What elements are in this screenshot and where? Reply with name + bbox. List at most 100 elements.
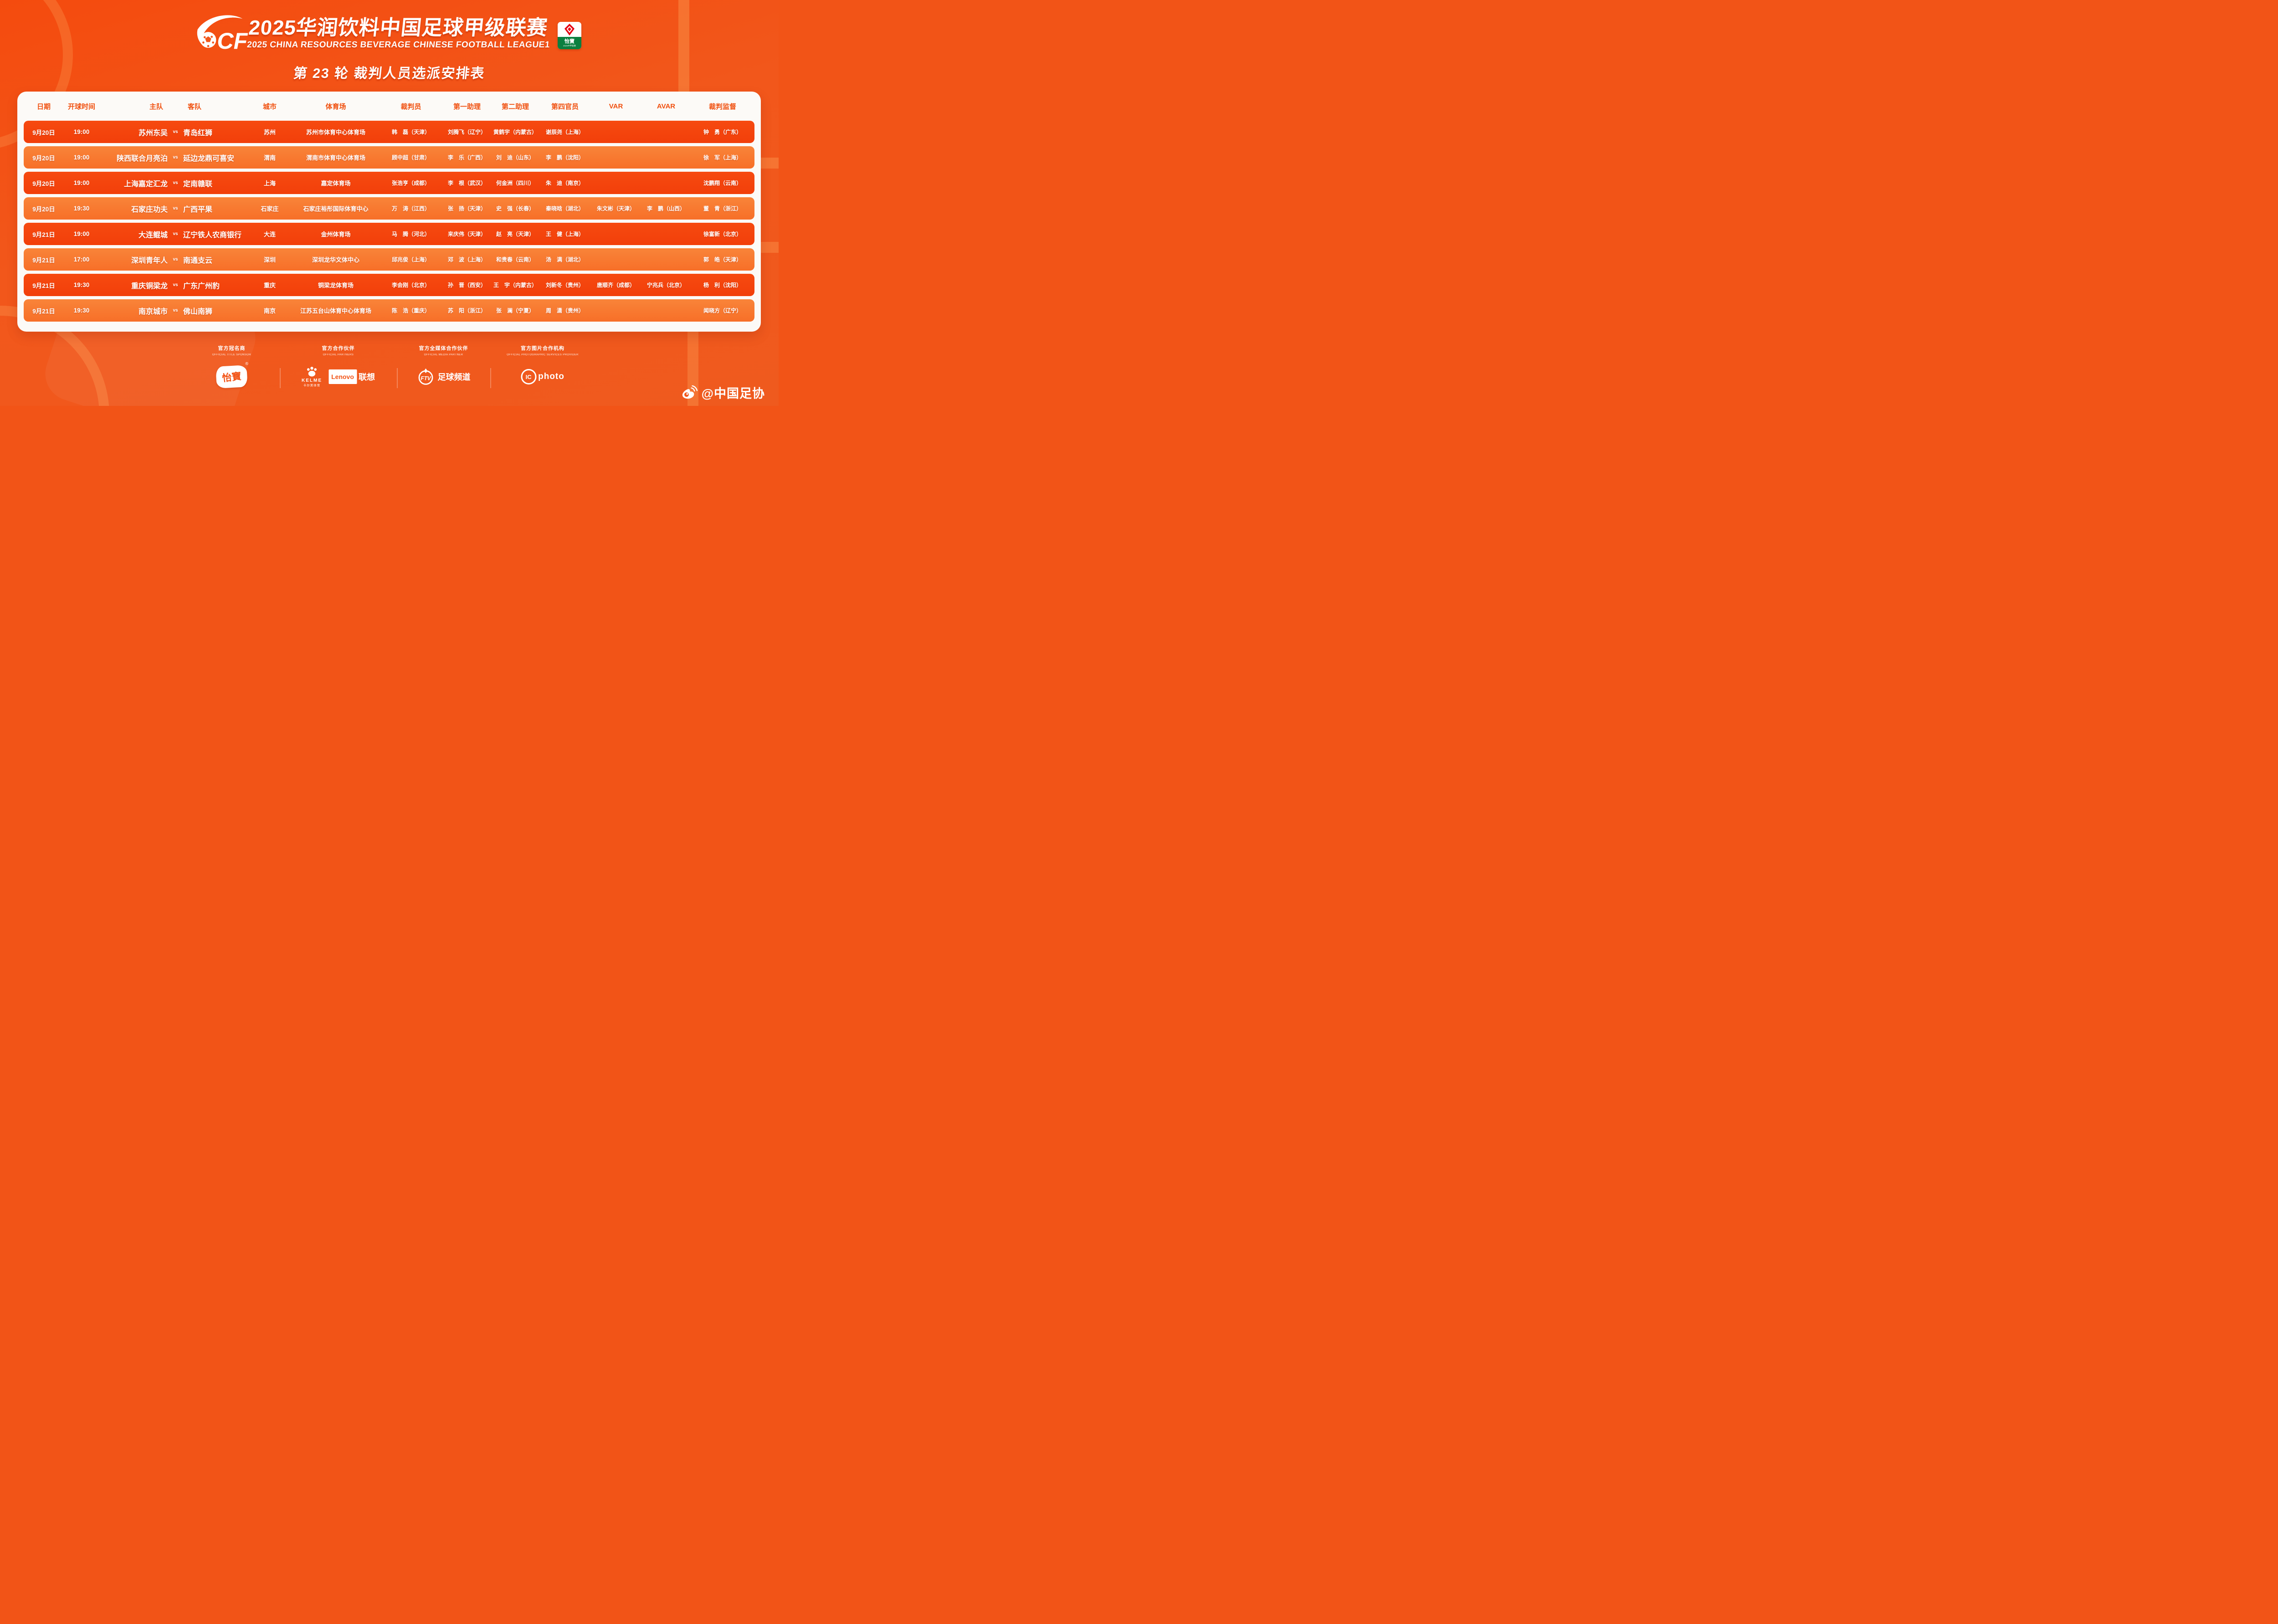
assistant1: 孙 晋（西安） [447,282,486,288]
fourth-official: 周 潇（贵州） [545,307,584,314]
table-header-row: 日期 开球时间 主队 客队 城市 体育场 裁判员 第一助理 第二助理 第四官员 … [24,92,754,121]
away-team: 辽宁铁人农商银行 [183,231,242,239]
football-channel-logo: FTV 足球频道 [417,368,471,386]
cfl-logo-text: CFL [217,28,248,54]
stadium: 石家庄裕彤国际体育中心 [303,205,369,212]
referee: 邱兆俊（上海） [391,256,430,263]
home-team: 重庆铜梁龙 [131,282,168,290]
away-team: 南通支云 [183,256,213,265]
home-team: 上海嘉定汇龙 [123,180,168,188]
icphoto-logo: IC photo [521,369,564,384]
referee-supervisor: 沈鹏翔（云南） [703,180,742,186]
city: 大连 [263,231,276,238]
weibo-handle-text: @中国足协 [701,387,765,400]
referee: 张浩亨（成都） [391,180,430,186]
kickoff-time: 19:00 [73,128,90,135]
lenovo-logo: Lenovo 联想 [328,369,375,384]
away-team: 定南赣联 [183,180,213,188]
col-header-supervisor: 裁判监督 [708,102,736,111]
table-row: 9月21日 19:00 大连鲲城 vs 辽宁铁人农商银行 大连 金州体育场 马 … [24,223,754,245]
vs-label: vs [173,180,178,185]
referee-supervisor: 杨 利（沈阳） [703,282,742,288]
match-date: 9月20日 [32,180,55,187]
col-header-referee: 裁判员 [400,102,421,111]
lenovo-logo-text: Lenovo [331,373,354,380]
home-team: 苏州东吴 [138,129,168,137]
kickoff-time: 17:00 [73,256,90,263]
ftv-shield-icon: FTV [418,368,433,385]
match-date: 9月20日 [32,154,55,162]
assistant2: 何金洲（四川） [496,180,534,186]
stadium: 渭南市体育中心体育场 [306,154,365,161]
icphoto-circle-icon: IC [521,369,537,384]
match-date: 9月21日 [32,256,55,264]
vs-label: vs [173,231,178,236]
referee: 李会刚（北京） [391,282,430,288]
home-team: 南京城市 [138,307,168,316]
round-title: 第 23 轮 裁判人员选派安排表 [292,66,486,81]
assistant1: 李 乐（广西） [447,154,486,161]
assistant2: 王 宇（内蒙古） [493,282,537,288]
fourth-official: 刘新冬（贵州） [545,282,584,288]
kickoff-time: 19:00 [73,154,90,161]
referee: 万 涛（江西） [391,205,430,212]
table-row: 9月20日 19:30 石家庄功夫 vs 广西平果 石家庄 石家庄裕彤国际体育中… [24,197,754,220]
referee-assignment-table: 日期 开球时间 主队 客队 城市 体育场 裁判员 第一助理 第二助理 第四官员 … [17,92,761,332]
city: 苏州 [263,129,276,136]
referee-supervisor: 闻晓方（辽宁） [703,307,742,314]
col-header-assistant1: 第一助理 [453,102,481,111]
table-row: 9月21日 19:30 南京城市 vs 佛山南狮 南京 江苏五台山体育中心体育场… [24,299,754,322]
fourth-official: 谢辰尧（上海） [545,129,584,135]
lenovo-logo-box: Lenovo [328,369,357,384]
cfl-league-logo-icon: CFL [197,15,248,54]
referee-supervisor: 钟 勇（广东） [703,129,742,135]
kickoff-time: 19:00 [73,231,90,237]
away-team: 青岛红狮 [183,129,213,137]
stadium: 铜梁龙体育场 [318,282,354,289]
assistant2: 黄鹤宇（内蒙古） [493,129,537,135]
vs-label: vs [173,257,178,262]
poster-canvas: CFL 2025华润饮料中国足球甲级联赛 2025 CHINA RESOURCE… [0,0,779,406]
sponsor-label-en: OFFICIAL TITLE SPONSOR [212,353,251,356]
city: 南京 [263,307,276,314]
sponsor-group-photo-provider: 官方图片合作机构 OFFICIAL PHOTOGRAPHIC SERVICES … [490,344,595,391]
home-team: 陕西联合月亮泊 [116,154,168,163]
sponsor-label-en: OFFICIAL PARTNERS [323,353,354,356]
col-header-var: VAR [609,102,623,110]
assistant1: 李 根（武汉） [447,180,486,186]
col-header-date: 日期 [36,102,51,111]
assistant1: 刘腾飞（辽宁） [447,129,486,135]
kickoff-time: 19:30 [73,205,90,212]
cestbon-badge-emblem [558,22,581,37]
referee: 韩 磊（天津） [391,129,430,135]
col-header-avar: AVAR [657,102,676,110]
assistant2: 和贵春（云南） [496,256,534,263]
assistant2: 史 强（长春） [496,205,534,212]
sponsor-label: 官方冠名商 [218,346,246,351]
table-rows: 9月20日 19:00 苏州东吴 vs 青岛红狮 苏州 苏州市体育中心体育场 韩… [24,121,754,322]
weibo-icon [682,385,698,399]
avar-official: 宁兆兵（北京） [646,282,685,288]
city: 上海 [263,180,276,187]
match-date: 9月20日 [32,129,55,136]
vs-label: vs [173,308,178,313]
poster-title: 2025华润饮料中国足球甲级联赛 [247,16,549,39]
city: 石家庄 [261,205,279,212]
vs-label: vs [173,129,178,134]
var-official: 唐顺齐（成都） [596,282,635,288]
stadium: 深圳龙华文体中心 [312,256,359,263]
away-team: 广东广州豹 [183,282,220,290]
col-header-stadium: 体育场 [325,102,346,111]
referee: 顾中超（甘肃） [391,154,430,161]
col-header-fourth: 第四官员 [551,102,579,111]
cestbon-sponsor-badge: 怡寶 2025中甲联赛 [558,22,581,49]
stadium: 苏州市体育中心体育场 [306,129,365,136]
col-header-away: 客队 [188,102,202,111]
sponsor-label-en: OFFICIAL PHOTOGRAPHIC SERVICES PROVIDER [507,353,579,356]
fourth-official: 朱 迪（南京） [545,180,584,186]
assistant1: 苏 阳（浙江） [447,307,486,314]
cestbon-diamond-icon [564,23,575,36]
referee: 陈 浩（重庆） [391,307,430,314]
sponsor-group-title-sponsor: 官方冠名商 OFFICIAL TITLE SPONSOR 怡寶 ® [184,344,280,391]
kelme-logo-cn: 卡尔美体育 [303,384,321,387]
